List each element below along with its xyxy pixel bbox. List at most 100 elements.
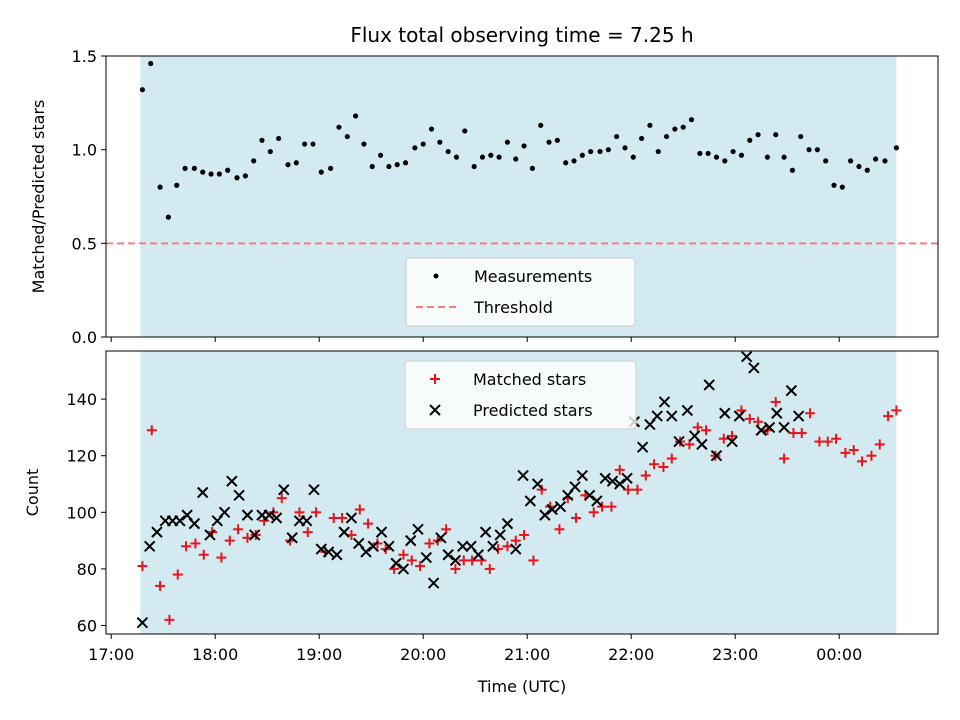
predicted-star-point (188, 517, 201, 530)
predicted-star-point (726, 435, 738, 448)
predicted-star-point (375, 526, 388, 538)
predicted-star-point (681, 404, 694, 417)
predicted-star-point (524, 495, 537, 507)
measurement-point (139, 87, 145, 93)
x-tick-label: 20:00 (400, 645, 446, 664)
matched-star-point (276, 493, 287, 504)
x-tick-label: 22:00 (608, 645, 654, 664)
measurement-point (513, 156, 519, 162)
matched-star-point (398, 549, 409, 560)
predicted-star-point (658, 396, 671, 408)
predicted-star-point (174, 515, 186, 527)
y-tick-label: 120 (66, 447, 97, 466)
measurement-point (157, 184, 163, 190)
measurement-point (738, 152, 745, 158)
measurement-point (546, 139, 552, 145)
matched-star-point (146, 425, 157, 436)
measurement-point (823, 158, 829, 164)
predicted-star-point (218, 506, 231, 519)
matched-star-point (640, 470, 651, 481)
predicted-star-point (449, 554, 462, 567)
predicted-star-point (719, 407, 731, 419)
predicted-star-point (204, 529, 216, 541)
measurement-point (563, 160, 569, 166)
predicted-star-point (301, 515, 313, 527)
measurement-point (639, 135, 645, 142)
matched-star-point (233, 524, 244, 535)
predicted-star-point (420, 551, 433, 564)
matched-star-point (155, 580, 166, 591)
measurement-point (488, 152, 494, 158)
matched-star-point (770, 396, 781, 407)
predicted-star-point (487, 540, 499, 552)
predicted-star-point (792, 410, 805, 422)
matched-star-point (779, 453, 790, 464)
predicted-star-point (510, 543, 522, 555)
measurement-point (310, 141, 316, 147)
measurement-point (174, 182, 180, 188)
predicted-star-point (531, 478, 544, 490)
matched-star-point (606, 501, 617, 512)
measurement-point (554, 137, 560, 143)
matched-legend-marker (430, 374, 440, 384)
measurement-points (139, 60, 900, 220)
predicted-star-point (442, 549, 454, 561)
measurement-point (394, 162, 400, 168)
matched-star-point (554, 524, 565, 535)
matched-star-point (597, 501, 608, 512)
predicted-star-point (494, 529, 506, 541)
matched-star-point (684, 439, 695, 450)
measurement-point (680, 124, 686, 130)
predicted-star-point (614, 478, 626, 490)
measurement-point (437, 139, 443, 145)
predicted-star-point (636, 441, 649, 453)
predicted-star-point (278, 483, 290, 496)
top-legend: Measurements Threshold (405, 257, 636, 327)
top-y-ticks: 0.0 0.5 1.0 1.5 (72, 47, 106, 347)
predicted-star-point (151, 526, 163, 538)
measurement-point (225, 167, 231, 173)
measurement-point (182, 165, 188, 171)
measurement-point (814, 147, 820, 153)
predicted-star-point (696, 438, 708, 451)
measurement-point (597, 148, 603, 155)
y-tick-label: 1.5 (72, 47, 97, 66)
matched-star-point (891, 405, 902, 416)
count-panel: 60 80 100 120 140 17:00 18:00 19:00 20:00 21:00 2… (23, 350, 939, 696)
matched-star-point (424, 538, 435, 549)
predicted-star-point (405, 534, 417, 547)
matched-star-point (632, 484, 643, 495)
matched-star-point (354, 504, 365, 515)
matched-star-point (450, 563, 461, 574)
matched-star-point (502, 541, 513, 552)
measurement-point (377, 152, 384, 158)
x-tick-label: 21:00 (504, 645, 550, 664)
matched-star-point (701, 425, 712, 436)
predicted-star-point (554, 500, 567, 513)
measurement-point (605, 147, 611, 153)
matched-star-point (294, 507, 305, 518)
chart-title: Flux total observing time = 7.25 h (350, 23, 693, 47)
matched-star-point (658, 462, 669, 473)
measurement-point (285, 162, 291, 168)
measurement-point (713, 154, 720, 160)
predicted-star-point (383, 540, 395, 552)
measurement-point (336, 124, 342, 130)
matched-star-point (198, 549, 209, 560)
bottom-y-ticks: 60 80 100 120 140 (66, 390, 106, 636)
predicted-star-point (360, 546, 372, 558)
measurement-point (302, 141, 308, 147)
matched-star-point (744, 413, 755, 424)
predicted-legend-marker (429, 404, 441, 416)
predicted-star-point (143, 540, 156, 552)
y-tick-label: 1.0 (72, 141, 97, 160)
predicted-star-point (233, 489, 245, 502)
bottom-legend-box (404, 360, 637, 430)
measurement-point (318, 169, 324, 175)
predicted-star-point (621, 472, 633, 485)
measurement-point (402, 160, 409, 166)
predicted-star-point (331, 549, 343, 561)
predicted-star-point (710, 450, 723, 462)
predicted-star-point (249, 529, 261, 541)
top-legend-box (405, 257, 636, 327)
